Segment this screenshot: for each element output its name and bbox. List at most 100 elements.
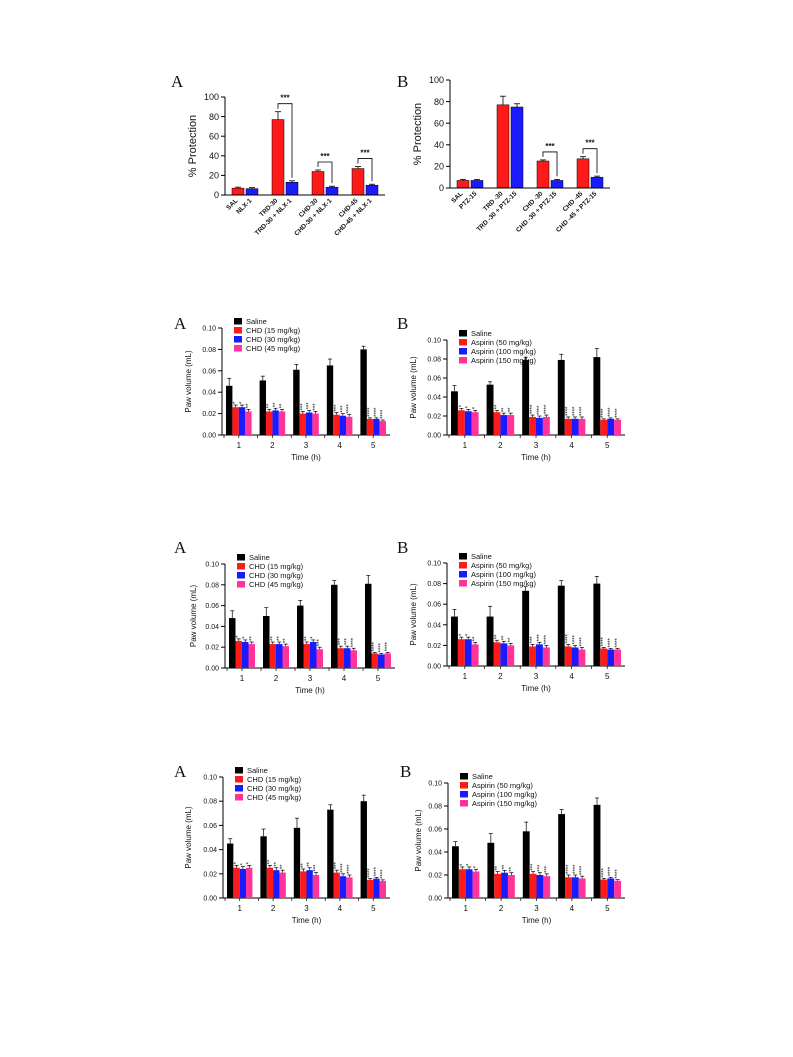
significance-stars: ** [267, 859, 273, 864]
bar [565, 877, 572, 898]
y-tick-label: 0.06 [205, 603, 219, 610]
x-axis-label: Time (h) [521, 453, 551, 462]
significance-stars: **** [380, 869, 386, 879]
significance-stars: ** [501, 407, 507, 412]
legend-swatch [459, 562, 467, 569]
y-tick-label: 0 [214, 190, 219, 200]
bar [590, 176, 604, 189]
y-tick-label: 0.04 [202, 390, 216, 397]
y-axis-label: Paw volume (mL) [189, 585, 198, 648]
bar [239, 868, 247, 898]
legend-label: CHD (30 mg/kg) [247, 784, 302, 793]
y-tick-label: 0.00 [205, 665, 219, 672]
legend-label: Saline [249, 553, 270, 562]
significance-bracket [317, 161, 333, 184]
bar [333, 872, 340, 898]
significance-stars: **** [374, 866, 380, 876]
significance-stars: ** [267, 403, 273, 408]
significance-stars: ** [304, 636, 310, 641]
bar [493, 642, 501, 666]
bar [550, 180, 564, 189]
y-tick-label: 0.06 [428, 826, 442, 833]
significance-stars: *** [531, 863, 537, 871]
bar [614, 649, 621, 666]
bar [227, 843, 234, 898]
y-tick-label: 0.08 [428, 803, 442, 810]
bar [529, 646, 536, 666]
bar [571, 647, 579, 666]
bar [226, 385, 233, 435]
bar [507, 875, 515, 898]
significance-label: *** [320, 152, 330, 161]
bar [614, 880, 621, 898]
bar [593, 357, 601, 435]
significance-stars: *** [338, 637, 344, 645]
bar [246, 867, 253, 898]
legend-label: Saline [471, 329, 492, 338]
y-axis-label: Paw volume (mL) [184, 350, 193, 413]
y-tick-label: 20 [434, 162, 444, 172]
significance-stars: **** [566, 864, 572, 874]
paw-volume-chart-aspirin: 0.00 0.02 0.04 0.06 0.08 0.10 Paw volume (mL) *… [409, 552, 625, 693]
significance-stars: **** [615, 637, 621, 647]
legend-label: CHD (45 mg/kg) [249, 580, 304, 589]
y-tick-label: 0.02 [205, 645, 219, 652]
legend-swatch [459, 357, 467, 364]
bar [248, 644, 255, 668]
significance-bracket [357, 158, 373, 182]
significance-stars: * [459, 633, 465, 636]
y-tick-label: 20 [209, 171, 219, 181]
bar [229, 618, 236, 668]
y-tick-label: 0.08 [205, 582, 219, 589]
x-tick-label: 5 [376, 674, 381, 683]
y-tick-label: 60 [434, 118, 444, 128]
significance-stars: *** [537, 634, 543, 642]
significance-stars: *** [345, 637, 351, 645]
bar [496, 104, 510, 189]
significance-stars: *** [334, 862, 340, 870]
y-tick-label: 80 [209, 112, 219, 122]
y-tick-label: 0.10 [205, 561, 219, 568]
legend-swatch [234, 336, 242, 343]
bar [470, 180, 484, 189]
significance-stars: ** [277, 636, 283, 641]
significance-stars: * [466, 405, 472, 408]
y-tick-label: 0.08 [427, 356, 441, 363]
x-axis-label: Time (h) [521, 684, 551, 693]
y-tick-label: 40 [209, 151, 219, 161]
bar [266, 867, 274, 898]
significance-stars: ** [270, 636, 276, 641]
legend-swatch [235, 767, 243, 774]
bar [263, 616, 270, 668]
significance-stars: * [236, 635, 242, 638]
bar [451, 616, 458, 666]
significance-stars: **** [579, 406, 585, 416]
legend-swatch [237, 554, 245, 561]
bar [487, 842, 495, 898]
x-tick-label: 3 [304, 441, 309, 450]
panel-letter: B [397, 72, 409, 91]
y-tick-label: 0.04 [428, 849, 442, 856]
legend-swatch [235, 785, 243, 792]
significance-stars: *** [544, 865, 550, 873]
bar [607, 878, 615, 898]
bar [578, 878, 586, 898]
panel-letter: B [400, 762, 412, 781]
paw-volume-chart-chd: 0.00 0.02 0.04 0.06 0.08 0.10 Paw volume (mL) *… [184, 766, 390, 925]
bar [379, 421, 386, 435]
x-tick-label: 5 [605, 904, 610, 913]
legend-swatch [460, 800, 468, 807]
significance-stars: * [240, 863, 246, 866]
legend-swatch [459, 580, 467, 587]
legend-label: CHD (45 mg/kg) [247, 793, 302, 802]
bar [507, 415, 515, 435]
bar [327, 809, 334, 898]
bar [269, 644, 276, 668]
bar [339, 876, 347, 898]
bar [331, 584, 338, 668]
bar [543, 876, 551, 898]
significance-stars: * [234, 861, 240, 864]
significance-label: *** [280, 94, 290, 103]
bar [311, 171, 325, 196]
bar [235, 640, 242, 668]
